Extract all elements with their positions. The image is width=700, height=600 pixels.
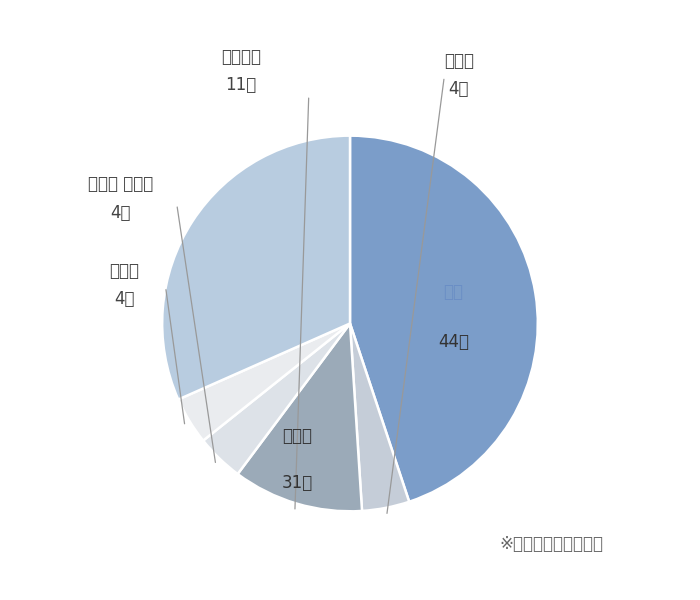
Wedge shape (203, 323, 350, 474)
Text: 4％: 4％ (449, 80, 469, 98)
Text: 留学中: 留学中 (444, 52, 474, 70)
Text: 大学: 大学 (443, 283, 463, 301)
Wedge shape (162, 136, 350, 400)
Text: ※出向中を含みます。: ※出向中を含みます。 (500, 535, 603, 553)
Text: 福岡県外: 福岡県外 (221, 48, 261, 66)
Text: 大学院: 大学院 (282, 427, 312, 445)
Text: 11％: 11％ (225, 76, 257, 94)
Text: 31％: 31％ (282, 474, 313, 492)
Wedge shape (350, 323, 410, 511)
Text: 4％: 4％ (114, 290, 135, 308)
Wedge shape (238, 323, 362, 511)
Text: 福岡市: 福岡市 (110, 262, 139, 280)
Wedge shape (178, 323, 350, 440)
Text: 4％: 4％ (111, 203, 131, 221)
Wedge shape (350, 136, 538, 502)
Text: 44％: 44％ (438, 333, 469, 351)
Text: その他 福岡県: その他 福岡県 (88, 175, 153, 193)
